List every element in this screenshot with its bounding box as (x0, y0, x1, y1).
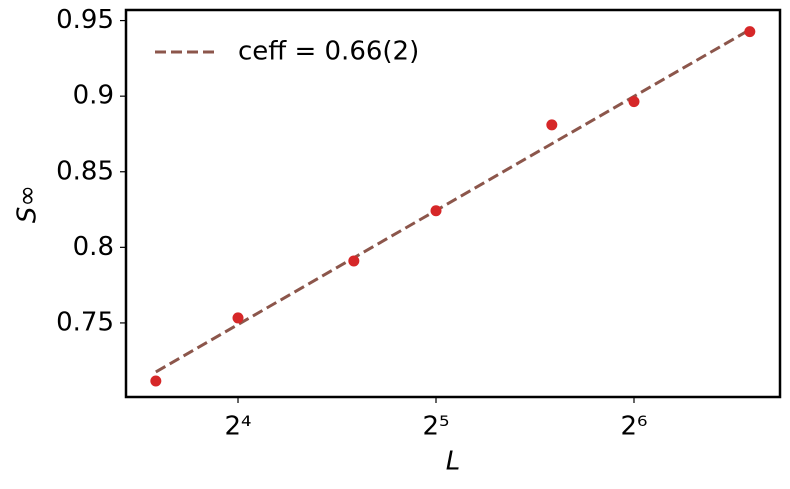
fit-line (155, 28, 751, 374)
x-tick-label: 2⁴ (225, 412, 252, 442)
y-axis-label: S∞ (13, 185, 43, 223)
y-tick-label: 0.75 (56, 307, 114, 337)
x-tick-label: 2⁵ (423, 412, 450, 442)
y-tick-label: 0.95 (56, 5, 114, 35)
y-tick-label: 0.85 (56, 156, 114, 186)
data-point (348, 255, 360, 267)
x-tick-label: 2⁶ (621, 412, 648, 442)
x-axis-label: L (446, 447, 461, 477)
data-point (744, 26, 756, 38)
y-tick-label: 0.8 (73, 232, 114, 262)
data-point (628, 96, 640, 108)
legend-label: ceff = 0.66(2) (238, 37, 419, 67)
data-point (430, 205, 442, 217)
data-point (232, 312, 244, 324)
plot-frame (124, 8, 782, 399)
data-point (546, 119, 558, 131)
y-tick-label: 0.9 (73, 81, 114, 111)
data-point (150, 375, 162, 387)
